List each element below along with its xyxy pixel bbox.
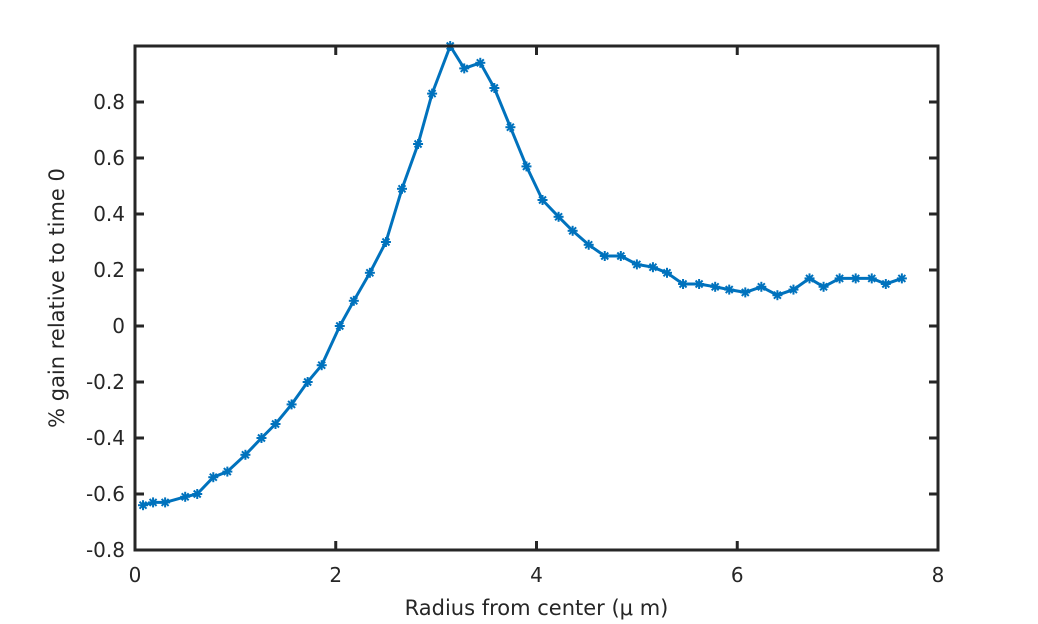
data-point	[180, 491, 191, 502]
data-point	[505, 122, 516, 133]
data-point	[694, 279, 705, 289]
plot-frame	[133, 44, 940, 552]
data-point	[364, 267, 375, 278]
data-point	[537, 195, 548, 205]
data-point	[427, 88, 438, 99]
y-tick-label: 0.4	[93, 202, 125, 226]
data-point	[302, 377, 313, 387]
data-point	[396, 183, 407, 194]
y-tick-label: 0.2	[93, 258, 125, 282]
data-point	[772, 290, 783, 301]
data-point	[459, 63, 470, 74]
data-point	[788, 284, 799, 295]
data-point	[756, 281, 767, 292]
data-point	[583, 239, 594, 250]
data-point	[553, 211, 564, 222]
data-point	[192, 489, 203, 499]
data-point	[804, 273, 815, 284]
data-point	[148, 497, 159, 508]
y-tick-label: 0.8	[93, 90, 125, 114]
x-tick-label: 4	[530, 563, 543, 587]
data-point	[678, 279, 689, 289]
data-point	[631, 259, 642, 270]
data-point	[475, 57, 486, 68]
x-axis-label: Radius from center (μ m)	[405, 596, 669, 620]
x-tick-label: 8	[932, 563, 945, 587]
data-point	[850, 273, 861, 284]
data-point	[138, 500, 149, 511]
y-tick-label: -0.6	[86, 482, 125, 506]
x-axis-ticks: 0 2 4 6 8	[129, 46, 945, 587]
data-point	[724, 284, 735, 295]
y-tick-label: -0.8	[86, 538, 125, 562]
data-point	[222, 466, 233, 477]
y-tick-label: 0	[112, 314, 125, 338]
series-line	[142, 44, 903, 507]
data-point	[286, 399, 297, 410]
x-tick-label: 2	[329, 563, 342, 587]
data-point	[866, 273, 877, 284]
data-point	[880, 279, 891, 289]
data-point	[818, 281, 829, 292]
data-point	[521, 161, 532, 172]
x-tick-label: 0	[129, 563, 142, 587]
data-point	[740, 287, 751, 298]
data-point	[489, 83, 500, 93]
data-point	[316, 360, 327, 371]
y-axis-ticks: -0.8 -0.6 -0.4 -0.2 0 0.2 0.4 0.6 0.8	[86, 90, 938, 562]
data-point	[256, 433, 267, 443]
x-tick-label: 6	[731, 563, 744, 587]
data-point	[647, 262, 658, 273]
y-tick-label: -0.2	[86, 370, 125, 394]
data-point	[567, 225, 578, 236]
y-axis-label: % gain relative to time 0	[45, 168, 69, 428]
data-point	[615, 251, 626, 261]
series-markers	[138, 41, 907, 511]
data-point	[240, 449, 251, 460]
data-point	[413, 139, 424, 149]
data-point	[599, 251, 610, 261]
y-tick-label: 0.6	[93, 146, 125, 170]
data-point	[270, 419, 281, 429]
data-point	[380, 237, 391, 247]
y-tick-label: -0.4	[86, 426, 125, 450]
data-point	[710, 281, 721, 292]
data-point	[661, 267, 672, 278]
data-point	[208, 472, 219, 483]
data-point	[834, 273, 845, 284]
data-point	[348, 295, 359, 306]
data-point	[160, 497, 171, 508]
data-point	[896, 273, 907, 284]
data-point	[334, 321, 345, 331]
